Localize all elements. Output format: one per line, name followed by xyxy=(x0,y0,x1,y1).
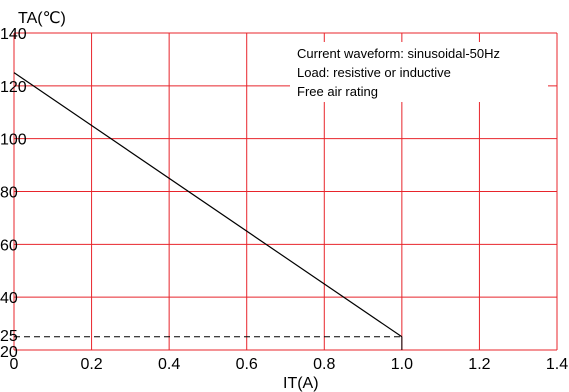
x-tick-label-4: 0.8 xyxy=(313,356,335,373)
y-tick-label-6: 120 xyxy=(0,79,27,96)
x-axis-title: IT(A) xyxy=(283,375,319,392)
annotation-background xyxy=(290,42,548,102)
x-tick-label-1: 0.2 xyxy=(80,356,102,373)
y-tick-label-5: 100 xyxy=(0,132,27,149)
y-tick-label-7: 140 xyxy=(0,26,27,43)
annotation-box xyxy=(290,42,548,102)
y-tick-label-1: 25 xyxy=(0,328,18,345)
x-tick-label-6: 1.2 xyxy=(468,356,490,373)
x-tick-label-5: 1.0 xyxy=(391,356,413,373)
y-axis-title: TA(℃) xyxy=(18,10,66,27)
x-tick-label-2: 0.4 xyxy=(158,356,180,373)
series xyxy=(13,72,403,350)
series-line-0 xyxy=(13,72,403,338)
y-tick-label-2: 40 xyxy=(0,290,18,307)
annotation-line-2: Load: resistive or inductive xyxy=(297,65,451,80)
x-tick-label-7: 1.4 xyxy=(546,356,568,373)
y-tick-label-0: 20 xyxy=(0,344,18,361)
y-tick-label-3: 60 xyxy=(0,237,18,254)
annotation-line-3: Free air rating xyxy=(297,84,378,99)
x-tick-label-0: 0 xyxy=(10,356,19,373)
annotation-line-1: Current waveform: sinusoidal-50Hz xyxy=(297,46,500,61)
x-tick-label-3: 0.6 xyxy=(236,356,258,373)
x-tick-labels: 0 0.2 0.4 0.6 0.8 1.0 1.2 1.4 xyxy=(10,356,569,373)
y-tick-label-4: 80 xyxy=(0,185,18,202)
